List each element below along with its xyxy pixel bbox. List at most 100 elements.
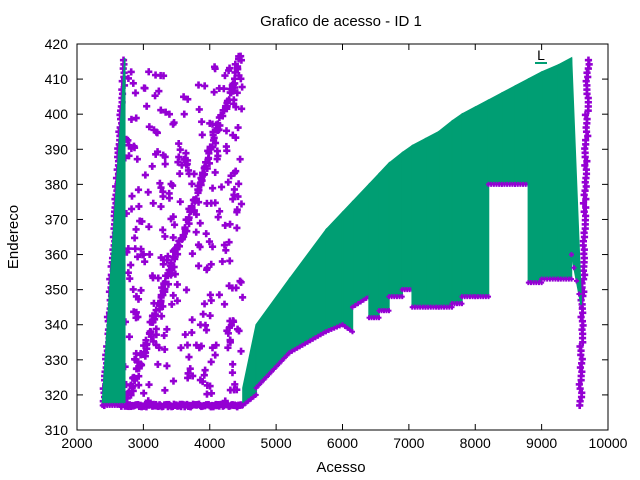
purple-point bbox=[201, 366, 209, 374]
purple-point bbox=[202, 230, 210, 238]
green-band bbox=[437, 119, 453, 308]
band-edge-point bbox=[253, 385, 259, 391]
purple-point bbox=[165, 189, 173, 198]
legend-label: L bbox=[537, 47, 545, 63]
purple-diagonal-point bbox=[142, 336, 150, 344]
purple-point bbox=[143, 102, 151, 110]
purple-point bbox=[226, 336, 234, 345]
purple-band-point bbox=[582, 166, 590, 174]
purple-diagonal-point bbox=[164, 280, 173, 288]
purple-point bbox=[225, 66, 233, 75]
purple-band-point bbox=[581, 212, 590, 220]
x-tick-label: 9000 bbox=[526, 435, 557, 451]
purple-point bbox=[133, 253, 142, 261]
purple-point bbox=[210, 88, 218, 96]
purple-point bbox=[132, 225, 140, 234]
purple-band-point bbox=[582, 195, 590, 203]
purple-point bbox=[169, 291, 177, 300]
purple-point bbox=[188, 316, 196, 324]
band-edge-point bbox=[568, 276, 574, 282]
x-tick-label: 8000 bbox=[460, 435, 491, 451]
purple-point bbox=[182, 149, 190, 157]
purple-point bbox=[170, 221, 179, 229]
green-band bbox=[451, 112, 463, 305]
purple-point bbox=[227, 172, 235, 180]
purple-point bbox=[225, 238, 233, 246]
purple-diagonal-point bbox=[161, 288, 169, 296]
purple-diagonal-point bbox=[217, 111, 225, 119]
purple-point bbox=[180, 93, 188, 101]
band-edge-point bbox=[355, 301, 361, 307]
x-tick-label: 5000 bbox=[261, 435, 292, 451]
green-band bbox=[401, 144, 413, 291]
purple-point bbox=[176, 198, 184, 206]
purple-point bbox=[235, 180, 243, 188]
purple-point bbox=[155, 344, 163, 352]
purple-diagonal-point bbox=[209, 128, 217, 136]
purple-point bbox=[222, 127, 231, 135]
purple-point bbox=[226, 257, 234, 265]
purple-point bbox=[162, 108, 170, 116]
purple-point bbox=[196, 321, 205, 329]
purple-band-point bbox=[581, 161, 589, 170]
purple-point bbox=[163, 325, 171, 333]
purple-point bbox=[233, 224, 241, 232]
purple-point bbox=[145, 68, 153, 76]
band-edge-point bbox=[323, 329, 329, 335]
purple-point bbox=[149, 199, 157, 207]
purple-point bbox=[234, 192, 242, 201]
purple-point bbox=[190, 170, 198, 178]
purple-point bbox=[197, 342, 205, 350]
purple-diagonal-point bbox=[188, 202, 196, 210]
band-edge-point bbox=[376, 315, 382, 321]
purple-band-point bbox=[582, 136, 590, 144]
purple-point bbox=[232, 103, 240, 111]
purple-point bbox=[140, 84, 148, 92]
purple-point bbox=[233, 89, 241, 97]
purple-point bbox=[203, 266, 211, 274]
purple-point bbox=[131, 89, 140, 97]
band-edge-point bbox=[349, 304, 355, 310]
purple-point bbox=[215, 207, 224, 215]
purple-point bbox=[192, 228, 200, 236]
purple-point bbox=[160, 331, 168, 340]
y-tick-label: 320 bbox=[45, 387, 69, 403]
purple-point bbox=[165, 110, 174, 118]
purple-point bbox=[149, 337, 158, 346]
purple-point bbox=[221, 71, 229, 80]
purple-point bbox=[151, 92, 159, 100]
band-edge-point bbox=[386, 308, 392, 314]
purple-band-point bbox=[119, 56, 128, 64]
purple-point bbox=[198, 131, 206, 139]
purple-point bbox=[141, 258, 149, 266]
band-edge-point bbox=[331, 325, 337, 331]
y-tick-label: 400 bbox=[45, 106, 69, 122]
purple-point bbox=[218, 257, 226, 266]
band-edge-point bbox=[122, 402, 128, 408]
purple-diagonal-point bbox=[130, 374, 138, 382]
purple-diagonal-point bbox=[214, 120, 222, 128]
x-tick-label: 2000 bbox=[61, 435, 92, 451]
purple-point bbox=[161, 153, 169, 161]
purple-diagonal-point bbox=[170, 246, 179, 254]
y-axis-label: Endereco bbox=[5, 205, 22, 269]
purple-point bbox=[234, 123, 242, 132]
purple-point bbox=[207, 358, 215, 366]
purple-point bbox=[232, 134, 240, 142]
green-band bbox=[411, 137, 427, 308]
purple-point bbox=[127, 115, 136, 123]
purple-point bbox=[132, 308, 140, 316]
purple-point bbox=[167, 180, 175, 188]
green-band bbox=[474, 98, 490, 298]
green-band bbox=[341, 200, 354, 334]
band-edge-point bbox=[571, 265, 577, 271]
purple-point bbox=[177, 344, 185, 352]
purple-point bbox=[203, 381, 211, 389]
purple-point bbox=[133, 155, 141, 163]
purple-band-point bbox=[581, 111, 590, 119]
purple-point bbox=[182, 286, 191, 294]
green-band bbox=[325, 210, 344, 333]
purple-point bbox=[161, 386, 169, 394]
x-tick-label: 4000 bbox=[194, 435, 225, 451]
